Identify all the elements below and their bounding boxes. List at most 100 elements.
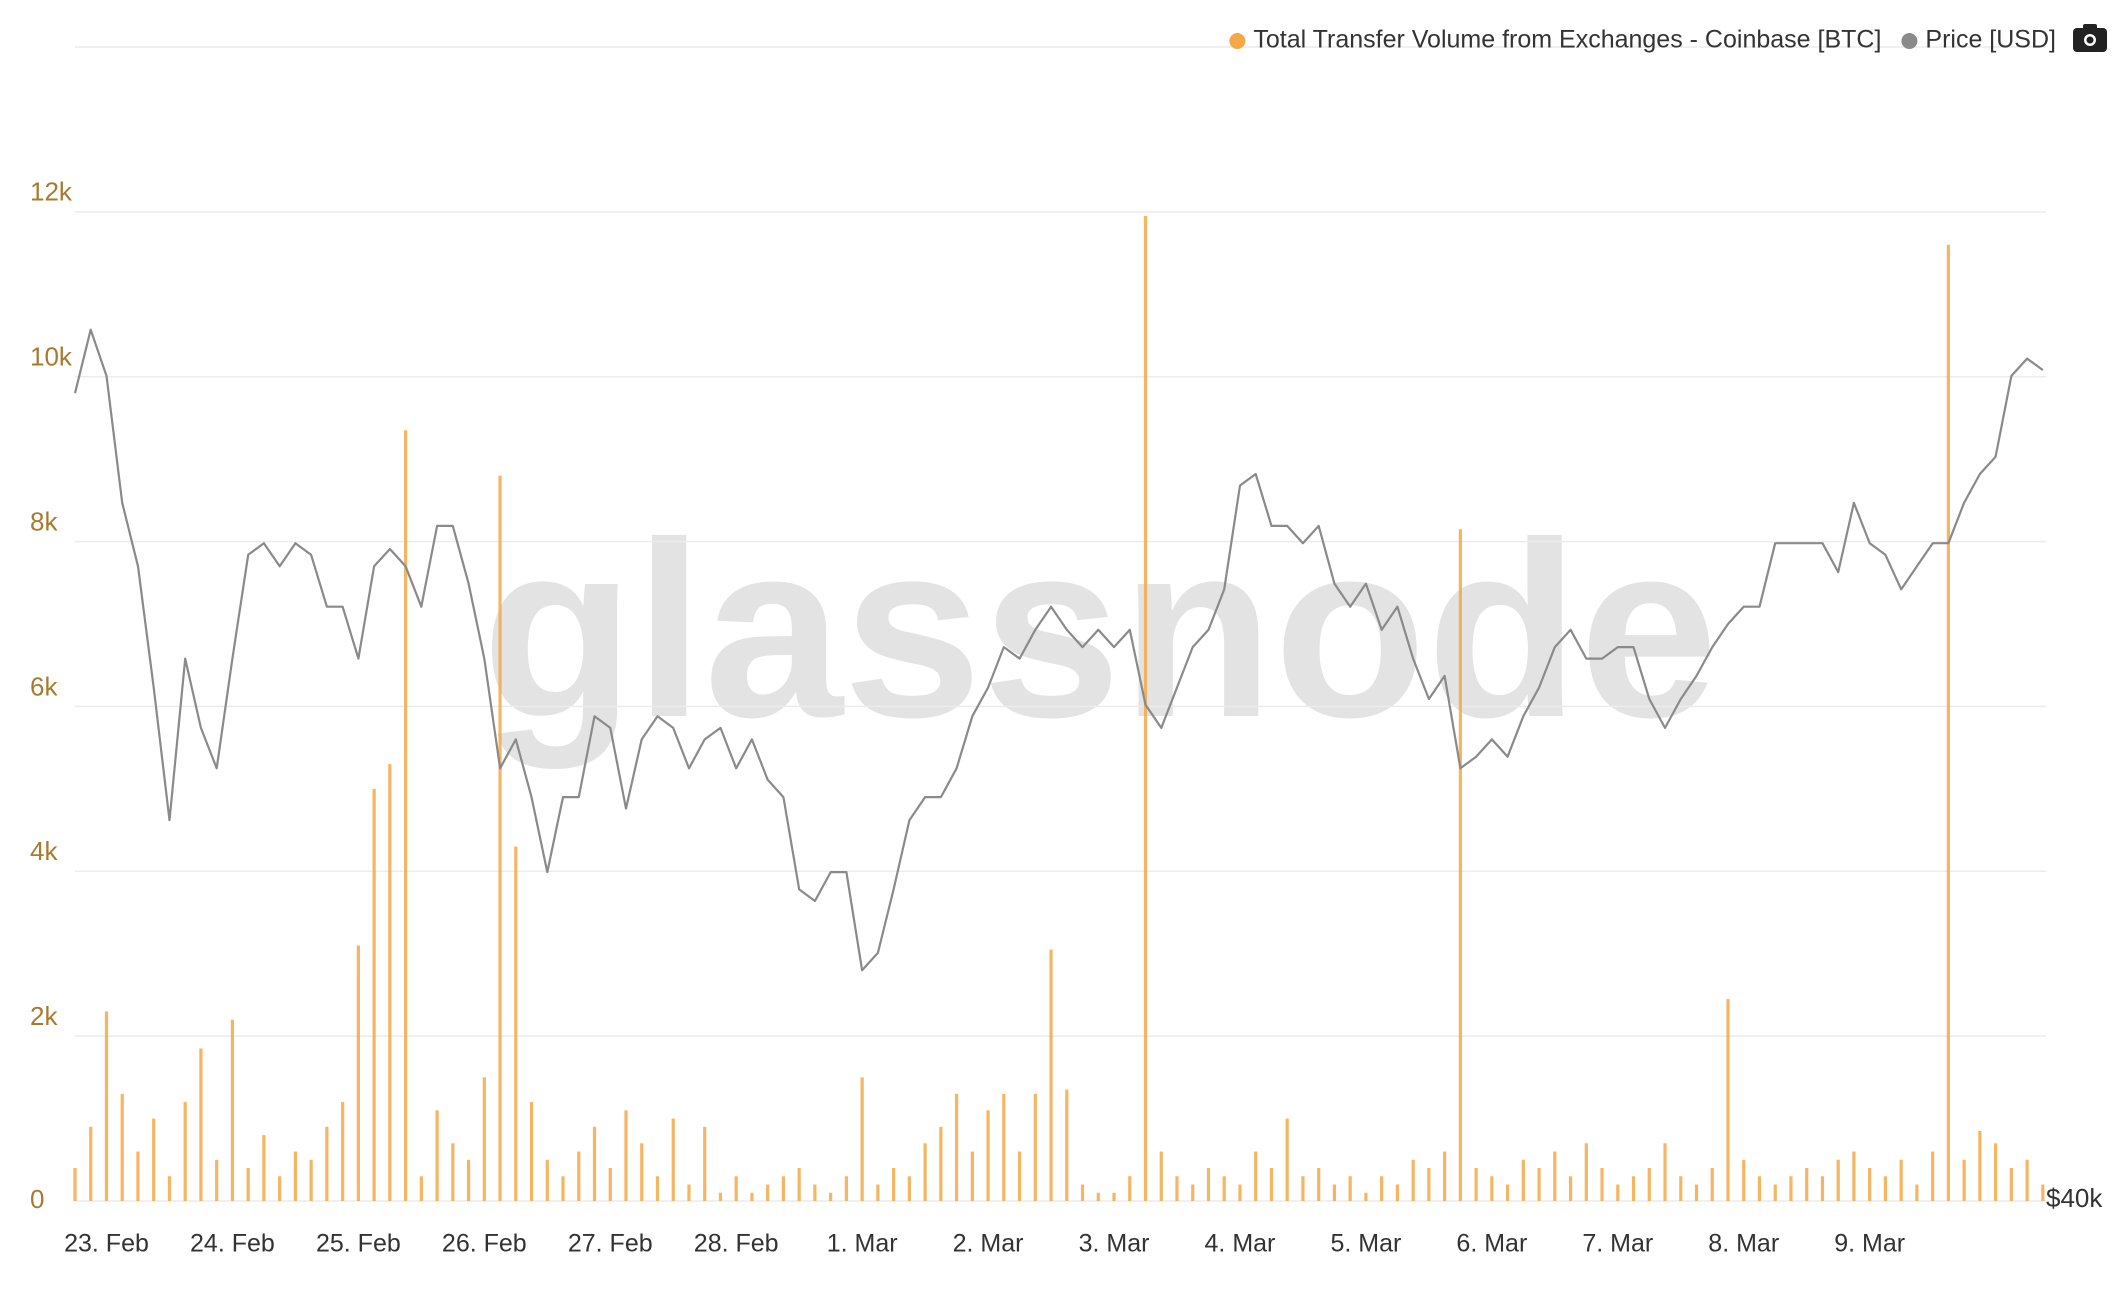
bar [1238, 1184, 1242, 1201]
bar [970, 1151, 974, 1201]
bar [1899, 1159, 1903, 1201]
bar [1128, 1176, 1132, 1201]
bar [766, 1184, 770, 1201]
bar [1915, 1184, 1919, 1201]
bar [1458, 529, 1462, 1201]
bar [1364, 1192, 1368, 1201]
bar [892, 1168, 896, 1201]
bar [1568, 1176, 1573, 1201]
bar [325, 1126, 329, 1201]
bar [1112, 1192, 1116, 1201]
bar [293, 1151, 297, 1201]
bar [1584, 1143, 1588, 1201]
bar [1206, 1168, 1211, 1201]
y-tick-label: 4k [30, 836, 58, 866]
camera-icon[interactable] [2073, 24, 2107, 52]
bar [1868, 1168, 1872, 1201]
legend-label: Price [USD] [1925, 26, 2056, 54]
bar [923, 1143, 927, 1201]
bar [860, 1077, 864, 1201]
y-tick-label: 6k [30, 671, 58, 701]
camera-top[interactable] [2083, 24, 2097, 30]
bar [89, 1126, 93, 1201]
bar [136, 1151, 140, 1201]
bar [1553, 1151, 1557, 1201]
bar [341, 1102, 345, 1201]
bar [1427, 1168, 1431, 1201]
bar [1505, 1184, 1510, 1201]
bar [529, 1102, 534, 1201]
bar [1710, 1168, 1714, 1201]
bar [986, 1110, 990, 1201]
bar [876, 1184, 880, 1201]
bar [230, 1019, 235, 1201]
x-tick-label: 6. Mar [1456, 1230, 1527, 1258]
camera-lens-inner[interactable] [2086, 36, 2094, 44]
bar [1962, 1159, 1966, 1201]
bar [1348, 1176, 1352, 1201]
bar [561, 1176, 565, 1201]
bar [1647, 1168, 1651, 1201]
bar [1852, 1151, 1856, 1201]
bar [640, 1143, 644, 1201]
bar [797, 1168, 801, 1201]
x-tick-label: 9. Mar [1834, 1230, 1905, 1258]
bar [1931, 1151, 1935, 1201]
bar [545, 1159, 549, 1201]
x-tick-label: 28. Feb [694, 1230, 779, 1258]
bar [1679, 1176, 1683, 1201]
bar [403, 430, 408, 1201]
x-tick-label: 24. Feb [190, 1230, 275, 1258]
bar [1443, 1151, 1447, 1201]
bar [1332, 1184, 1337, 1201]
bar [939, 1126, 943, 1201]
bar [1616, 1184, 1620, 1201]
y-tick-label: 2k [30, 1001, 58, 1031]
bar [592, 1126, 597, 1201]
bar [1836, 1159, 1840, 1201]
bar [1742, 1159, 1746, 1201]
bar [104, 1011, 109, 1201]
bar [1773, 1184, 1777, 1201]
bar [1395, 1184, 1399, 1201]
bar [199, 1048, 203, 1201]
bar [1080, 1184, 1085, 1201]
bar [482, 1077, 486, 1201]
bar [734, 1176, 738, 1201]
bar [1033, 1093, 1037, 1201]
bar [246, 1168, 250, 1201]
bar [1820, 1176, 1825, 1201]
bar [1490, 1176, 1494, 1201]
bar [907, 1176, 911, 1201]
bar [1017, 1151, 1022, 1201]
bar [1726, 999, 1730, 1201]
bar [671, 1118, 675, 1201]
bar [356, 945, 360, 1201]
bar [1631, 1176, 1636, 1201]
bar [498, 475, 502, 1202]
bar [215, 1159, 219, 1201]
bar [750, 1192, 754, 1201]
bar [703, 1126, 707, 1201]
bar [624, 1110, 628, 1201]
bar [514, 846, 518, 1201]
y-tick-label: 12k [30, 177, 73, 207]
bar [1946, 244, 1950, 1202]
bar [1065, 1089, 1069, 1201]
bar [1269, 1168, 1274, 1201]
bar [1175, 1176, 1179, 1201]
x-tick-label: 7. Mar [1582, 1230, 1653, 1258]
x-tick-label: 3. Mar [1079, 1230, 1150, 1258]
bar [1380, 1176, 1384, 1201]
bar [152, 1118, 156, 1201]
bar [687, 1184, 691, 1201]
bar [718, 1192, 723, 1201]
bar [1143, 215, 1148, 1201]
bar [655, 1176, 660, 1201]
x-tick-label: 4. Mar [1205, 1230, 1276, 1258]
bar [309, 1159, 313, 1201]
x-tick-label: 5. Mar [1330, 1230, 1401, 1258]
bar [1805, 1168, 1809, 1201]
bar [1994, 1143, 1998, 1201]
price-line [73, 328, 2044, 972]
